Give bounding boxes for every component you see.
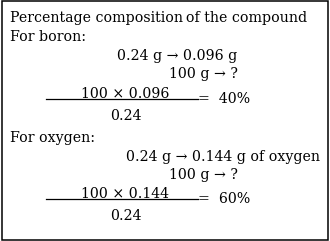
Text: For oxygen:: For oxygen: [10,131,95,145]
Text: 0.24: 0.24 [110,209,141,223]
Text: 0.24 g → 0.144 g of oxygen: 0.24 g → 0.144 g of oxygen [126,150,320,164]
Text: 100 × 0.096: 100 × 0.096 [81,87,170,101]
Text: 100 g → ?: 100 g → ? [169,67,238,81]
Text: Percentage composition of the compound: Percentage composition of the compound [10,11,307,25]
Text: =  60%: = 60% [198,192,250,206]
Text: =  40%: = 40% [198,92,250,106]
Text: 100 × 0.144: 100 × 0.144 [82,187,169,201]
Text: 0.24 g → 0.096 g: 0.24 g → 0.096 g [117,49,238,63]
Text: 100 g → ?: 100 g → ? [169,168,238,182]
Text: 0.24: 0.24 [110,109,141,123]
Text: For boron:: For boron: [10,30,86,44]
